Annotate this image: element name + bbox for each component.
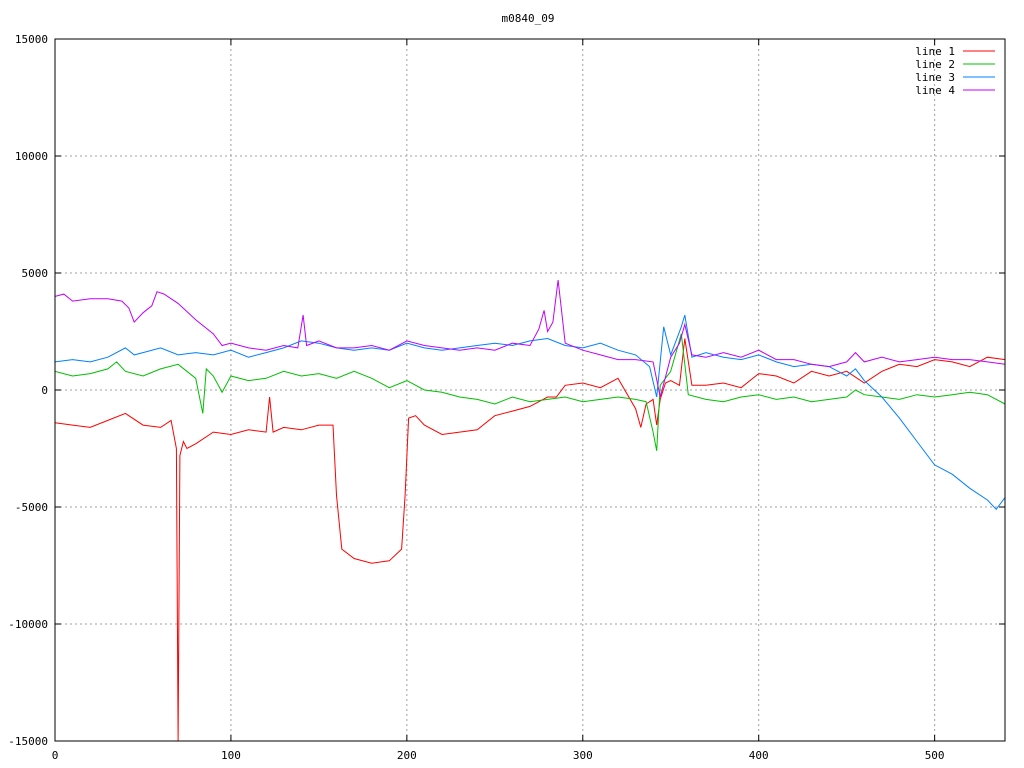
x-tick-label: 300 [573, 749, 593, 762]
x-tick-label: 400 [749, 749, 769, 762]
chart-title: m0840_09 [502, 12, 555, 25]
series-line-3 [55, 314, 1005, 511]
y-tick-label: -10000 [8, 618, 48, 631]
y-tick-label: 5000 [22, 267, 49, 280]
y-tick-label: 0 [41, 384, 48, 397]
y-tick-label: -15000 [8, 735, 48, 748]
legend-label-3: line 3 [915, 71, 955, 84]
x-tick-label: 200 [397, 749, 417, 762]
y-tick-label: 10000 [15, 150, 48, 163]
axis-ticks: 0 100 200 300 400 500 -15000 -10000 -5000 0 5000 10… [8, 33, 1005, 762]
y-tick-label: 15000 [15, 33, 48, 46]
legend-label-1: line 1 [915, 45, 955, 58]
series-line-2 [55, 333, 1005, 451]
grid-lines [55, 39, 1005, 741]
series-line-1 [55, 338, 1005, 741]
legend-label-4: line 4 [915, 84, 955, 97]
series-line-4 [55, 279, 1005, 398]
legend-label-2: line 2 [915, 58, 955, 71]
x-tick-label: 100 [221, 749, 241, 762]
y-tick-label: -5000 [15, 501, 48, 514]
x-tick-label: 500 [925, 749, 945, 762]
series-lines [55, 279, 1005, 741]
x-tick-label: 0 [52, 749, 59, 762]
